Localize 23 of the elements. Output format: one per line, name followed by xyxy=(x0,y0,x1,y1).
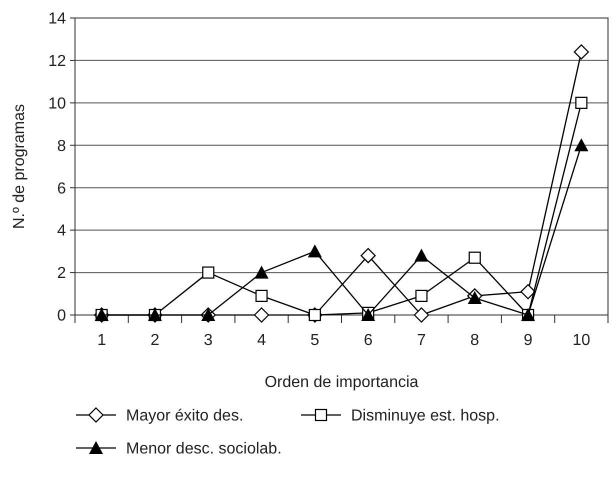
x-tick-label: 10 xyxy=(572,332,590,349)
x-tick-label: 1 xyxy=(97,332,106,349)
y-tick-label: 4 xyxy=(57,222,66,240)
x-axis-title: Orden de importancia xyxy=(264,374,419,391)
y-tick-label: 8 xyxy=(57,138,66,155)
legend-label: Disminuye est. hosp. xyxy=(351,408,500,425)
x-tick-label: 7 xyxy=(416,332,426,349)
x-tick-label: 4 xyxy=(257,332,266,349)
y-axis-title: N.º de programas xyxy=(11,104,28,230)
y-tick-label: 2 xyxy=(57,265,66,282)
y-tick-label: 10 xyxy=(48,95,66,112)
y-tick-label: 14 xyxy=(48,10,66,28)
x-tick-label: 9 xyxy=(524,332,533,349)
legend-label: Mayor éxito des. xyxy=(126,408,244,425)
x-tick-label: 5 xyxy=(310,332,320,349)
x-tick-label: 8 xyxy=(470,332,480,349)
legend-label: Menor desc. sociolab. xyxy=(126,440,282,458)
x-tick-label: 2 xyxy=(150,332,160,349)
y-tick-label: 12 xyxy=(48,53,66,70)
y-tick-label: 0 xyxy=(57,308,66,325)
x-tick-label: 6 xyxy=(364,332,373,349)
y-tick-label: 6 xyxy=(57,180,66,198)
x-tick-label: 3 xyxy=(204,332,213,349)
